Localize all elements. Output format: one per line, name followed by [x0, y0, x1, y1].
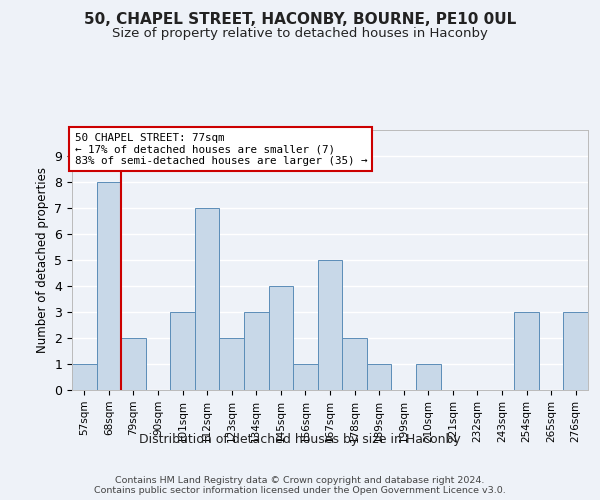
Y-axis label: Number of detached properties: Number of detached properties: [36, 167, 49, 353]
Bar: [514, 312, 539, 390]
Bar: [72, 364, 97, 390]
Text: 50 CHAPEL STREET: 77sqm
← 17% of detached houses are smaller (7)
83% of semi-det: 50 CHAPEL STREET: 77sqm ← 17% of detache…: [74, 132, 367, 166]
Bar: [97, 182, 121, 390]
Text: Size of property relative to detached houses in Haconby: Size of property relative to detached ho…: [112, 28, 488, 40]
Text: 50, CHAPEL STREET, HACONBY, BOURNE, PE10 0UL: 50, CHAPEL STREET, HACONBY, BOURNE, PE10…: [84, 12, 516, 28]
Bar: [195, 208, 220, 390]
Bar: [563, 312, 588, 390]
Bar: [121, 338, 146, 390]
Bar: [293, 364, 318, 390]
Bar: [170, 312, 195, 390]
Bar: [416, 364, 440, 390]
Bar: [269, 286, 293, 390]
Bar: [220, 338, 244, 390]
Text: Contains HM Land Registry data © Crown copyright and database right 2024.
Contai: Contains HM Land Registry data © Crown c…: [94, 476, 506, 495]
Bar: [342, 338, 367, 390]
Bar: [367, 364, 391, 390]
Bar: [244, 312, 269, 390]
Bar: [318, 260, 342, 390]
Text: Distribution of detached houses by size in Haconby: Distribution of detached houses by size …: [139, 432, 461, 446]
